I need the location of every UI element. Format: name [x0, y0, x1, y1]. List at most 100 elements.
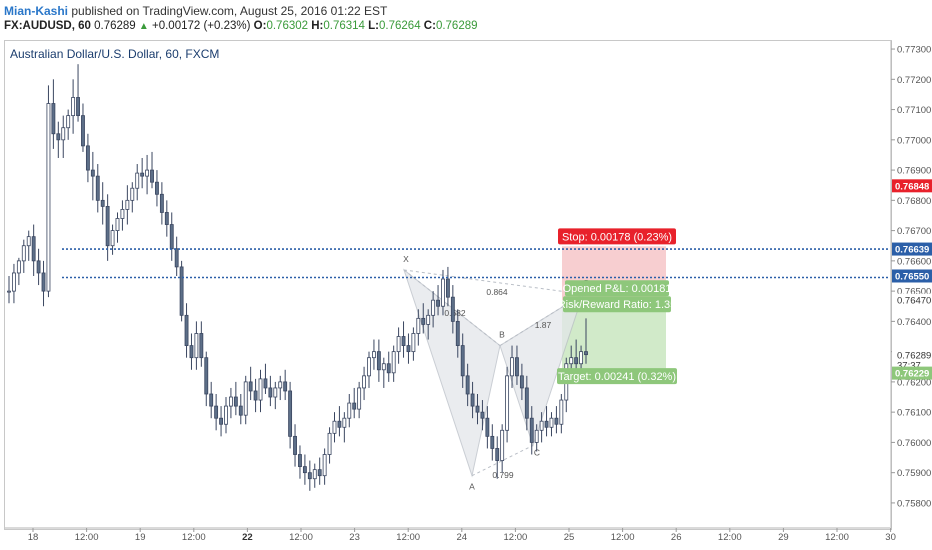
candle-body	[125, 199, 130, 210]
pnl-label-text: Opened P&L: 0.00181	[563, 283, 672, 295]
price-tick-label: 0.76500	[897, 287, 931, 298]
candles	[7, 64, 588, 491]
price-marker-label: 37:37	[897, 361, 921, 372]
price-marker-bg	[892, 348, 932, 362]
stop-label: Stop: 0.00178 (0.23%)	[558, 228, 676, 245]
low-label: L:	[368, 20, 380, 32]
candle-body	[179, 266, 184, 316]
candle-body	[199, 333, 204, 359]
price-marker-label: 0.76848	[895, 181, 929, 192]
price-tick-label: 0.76400	[897, 317, 931, 328]
candle-body	[61, 127, 66, 141]
candle-body	[362, 375, 367, 389]
candle-body	[253, 390, 258, 401]
pattern-ratio-label: 0.864	[486, 287, 508, 297]
candle-body	[421, 317, 426, 325]
candle-body	[460, 345, 465, 377]
candle-body	[534, 429, 539, 443]
candle-body	[411, 333, 416, 353]
price-marker	[892, 269, 932, 283]
candle-body	[209, 393, 214, 407]
candle-body	[159, 193, 164, 213]
last-price: 0.76289	[94, 20, 136, 32]
pattern-guide-line	[471, 444, 534, 477]
candle-body	[539, 420, 544, 431]
candle-body	[327, 432, 332, 455]
candle-body	[189, 345, 194, 359]
pattern-guide-line	[499, 293, 584, 347]
candle-body	[519, 375, 524, 389]
time-tick-label: 18	[28, 532, 39, 543]
candle-body	[258, 378, 263, 401]
candle-body	[549, 417, 554, 428]
close-label: C:	[423, 20, 436, 32]
stop-label-text: Stop: 0.00178 (0.23%)	[562, 231, 672, 243]
candle-body	[293, 435, 297, 455]
candle-body	[352, 402, 357, 410]
candle-body	[322, 454, 327, 477]
candle-body	[367, 357, 371, 377]
candle-body	[66, 115, 71, 129]
position-annotations: Stop: 0.00178 (0.23%) Opened P&L: 0.00181…	[557, 228, 677, 385]
candle-body	[376, 351, 381, 371]
candle-body	[164, 212, 169, 225]
candle-body	[16, 260, 21, 274]
candle-body	[224, 405, 228, 425]
candle-body	[248, 381, 253, 392]
time-tick-label: 29	[778, 532, 789, 543]
candle-body	[100, 199, 105, 207]
candle-body	[105, 205, 110, 247]
low-value: 0.76264	[379, 20, 421, 32]
author-link[interactable]: Mian-Kashi	[4, 4, 69, 18]
candle-body	[332, 420, 337, 434]
candle-body	[41, 272, 46, 292]
time-tick-label: 12:00	[504, 532, 528, 543]
candle-body	[31, 236, 36, 262]
candle-body	[441, 278, 445, 307]
time-tick-label: 12:00	[182, 532, 206, 543]
candle-body	[455, 320, 460, 346]
candle-body	[515, 357, 519, 377]
candle-body	[155, 181, 159, 195]
candle-body	[278, 381, 283, 389]
candle-body	[401, 336, 406, 346]
pattern-ratio-label: 1.87	[535, 320, 552, 330]
candle-body	[347, 402, 352, 419]
time-axis[interactable]: 18 12:00 19 12:00 22 12:00 23 12:00 24 12:00 25 12:…	[5, 527, 896, 543]
candle-body	[559, 399, 564, 425]
candle-body	[480, 411, 485, 419]
candle-body	[500, 429, 505, 461]
candle-body	[569, 357, 574, 365]
candle-body	[386, 363, 391, 374]
candle-body	[7, 290, 11, 293]
candle-body	[56, 133, 61, 141]
candle-body	[357, 387, 362, 410]
price-marker-label: 0.76289	[897, 350, 931, 361]
candle-body	[268, 387, 273, 398]
price-change: +0.00172 (+0.23%)	[152, 20, 251, 32]
level-lines	[62, 248, 890, 279]
candle-body	[450, 296, 455, 322]
price-axis[interactable]: 0.77300 0.77200 0.77100 0.77000 0.76900 0.768…	[890, 41, 932, 528]
high-value: 0.76314	[323, 20, 365, 32]
candle-body	[475, 405, 480, 413]
candle-body	[36, 260, 41, 274]
candle-body	[406, 345, 411, 353]
price-marker-label: 0.76550	[895, 271, 929, 282]
time-tick-label: 26	[671, 532, 682, 543]
candle-body	[21, 245, 26, 262]
price-marker	[892, 366, 932, 380]
time-tick-label: 23	[349, 532, 360, 543]
candle-body	[169, 224, 174, 250]
open-label: O:	[253, 20, 267, 32]
rr-label: Risk/Reward Ratio: 1.35	[558, 296, 676, 313]
candle-body	[524, 387, 529, 419]
price-tick-label: 0.77300	[897, 45, 931, 56]
candle-body	[145, 169, 150, 177]
candle-body	[298, 454, 302, 468]
pattern-point-label: C	[534, 447, 540, 457]
time-tick-label: 12:00	[611, 532, 635, 543]
candle-body	[431, 299, 436, 316]
time-tick-label: 12:00	[718, 532, 742, 543]
